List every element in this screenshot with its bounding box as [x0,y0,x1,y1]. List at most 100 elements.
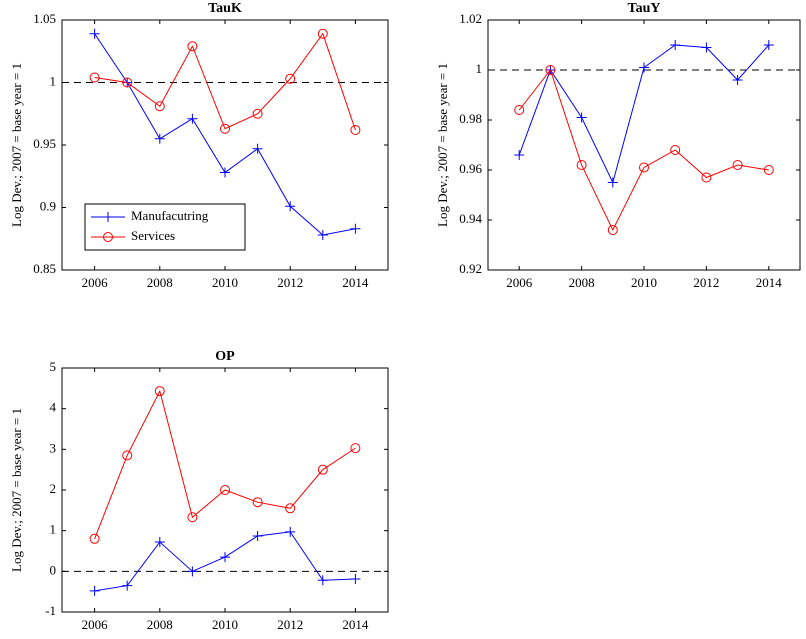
x-tick-label: 2006 [82,617,109,632]
marker [89,533,100,544]
marker [187,113,198,124]
marker [763,165,774,175]
y-tick-label: 0 [50,562,57,577]
y-tick-label: 1.05 [33,11,56,26]
marker [285,503,296,514]
y-tick-label: 0.85 [33,261,56,276]
y-tick-label: 4 [50,400,57,415]
x-tick-label: 2010 [212,617,238,632]
marker [763,40,774,50]
y-tick-label: -1 [45,603,56,618]
y-axis-label: Log Dev.; 2007 = base year = 1 [9,408,24,572]
chart: OP Log Dev.; 2007 = base year = 1 -1 0 1 2 3 4 5… [9,349,389,632]
marker [154,537,165,548]
x-tick-label: 2014 [756,275,783,290]
x-tick-label: 2012 [693,275,719,290]
marker [122,77,133,88]
marker [187,566,198,577]
x-tick-label: 2014 [342,617,369,632]
marker [350,125,361,135]
marker [317,464,328,475]
marker [89,28,100,39]
marker [576,160,587,170]
y-tick-label: 0.95 [33,136,56,151]
x-tick-label: 2006 [506,275,533,290]
x-tick-label: 2006 [82,275,109,290]
x-tick-label: 2008 [569,275,595,290]
series-line [94,389,356,539]
marker [514,105,525,115]
marker [701,172,712,183]
legend-label: Services [131,228,175,243]
marker [252,497,263,508]
marker [154,101,165,112]
y-tick-label: 5 [50,359,57,374]
marker [317,28,328,39]
marker [252,108,263,119]
y-tick-label: 0.96 [459,161,482,176]
marker [732,160,743,170]
y-tick-label: 2 [50,481,57,496]
chart-title: OP [215,349,235,364]
x-tick-label: 2008 [147,275,173,290]
y-tick-label: 1 [476,61,483,76]
marker [545,65,556,75]
x-tick-label: 2012 [277,617,303,632]
x-tick-label: 2008 [147,617,173,632]
marker [220,485,230,495]
marker [607,177,618,188]
marker [285,201,296,212]
y-tick-label: 0.92 [459,261,482,276]
y-tick-label: 0.9 [40,198,56,213]
series-line [518,68,769,232]
marker [154,386,165,397]
legend: Manufacutring Services [84,203,246,251]
axes-box [61,367,389,613]
marker [187,41,198,52]
legend-label: Manufacutring [131,208,209,223]
marker [350,443,361,454]
y-axis-label: Log Dev.; 2007 = base year = 1 [9,63,24,227]
chart: TauY Log Dev.; 2007 = base year = 1 0.92 0.… [435,1,801,290]
marker [220,552,230,563]
marker [701,42,712,53]
y-tick-label: 1.02 [459,11,482,26]
legend-box [84,203,246,251]
x-tick-label: 2010 [212,275,238,290]
x-tick-label: 2014 [342,275,369,290]
x-tick-label: 2012 [277,275,303,290]
chart-title: TauK [208,1,242,16]
marker [350,574,361,585]
marker [122,450,133,461]
marker [89,585,100,596]
marker [187,512,198,523]
y-tick-label: 1 [50,522,57,537]
marker [122,580,133,591]
marker [607,225,618,235]
marker [639,162,649,173]
marker [220,123,230,134]
marker [252,143,263,154]
marker [732,75,743,85]
series-line [94,32,356,131]
marker [317,230,328,240]
chart-title: TauY [628,1,661,16]
marker [252,530,263,541]
y-tick-label: 0.98 [459,111,482,126]
legend-marker [103,212,113,222]
marker [670,40,681,50]
y-axis-label: Log Dev.; 2007 = base year = 1 [435,63,450,227]
marker [317,575,328,586]
marker [350,223,361,234]
chart: TauK Log Dev.; 2007 = base year = 1 0.85 0.… [9,1,389,290]
axes-box [487,19,801,271]
marker [285,73,296,84]
axes-box [61,19,389,271]
marker [89,72,100,83]
legend-marker [103,232,113,242]
marker [220,167,230,178]
y-tick-label: 0.94 [459,211,482,226]
marker [639,62,649,73]
marker [154,133,165,144]
